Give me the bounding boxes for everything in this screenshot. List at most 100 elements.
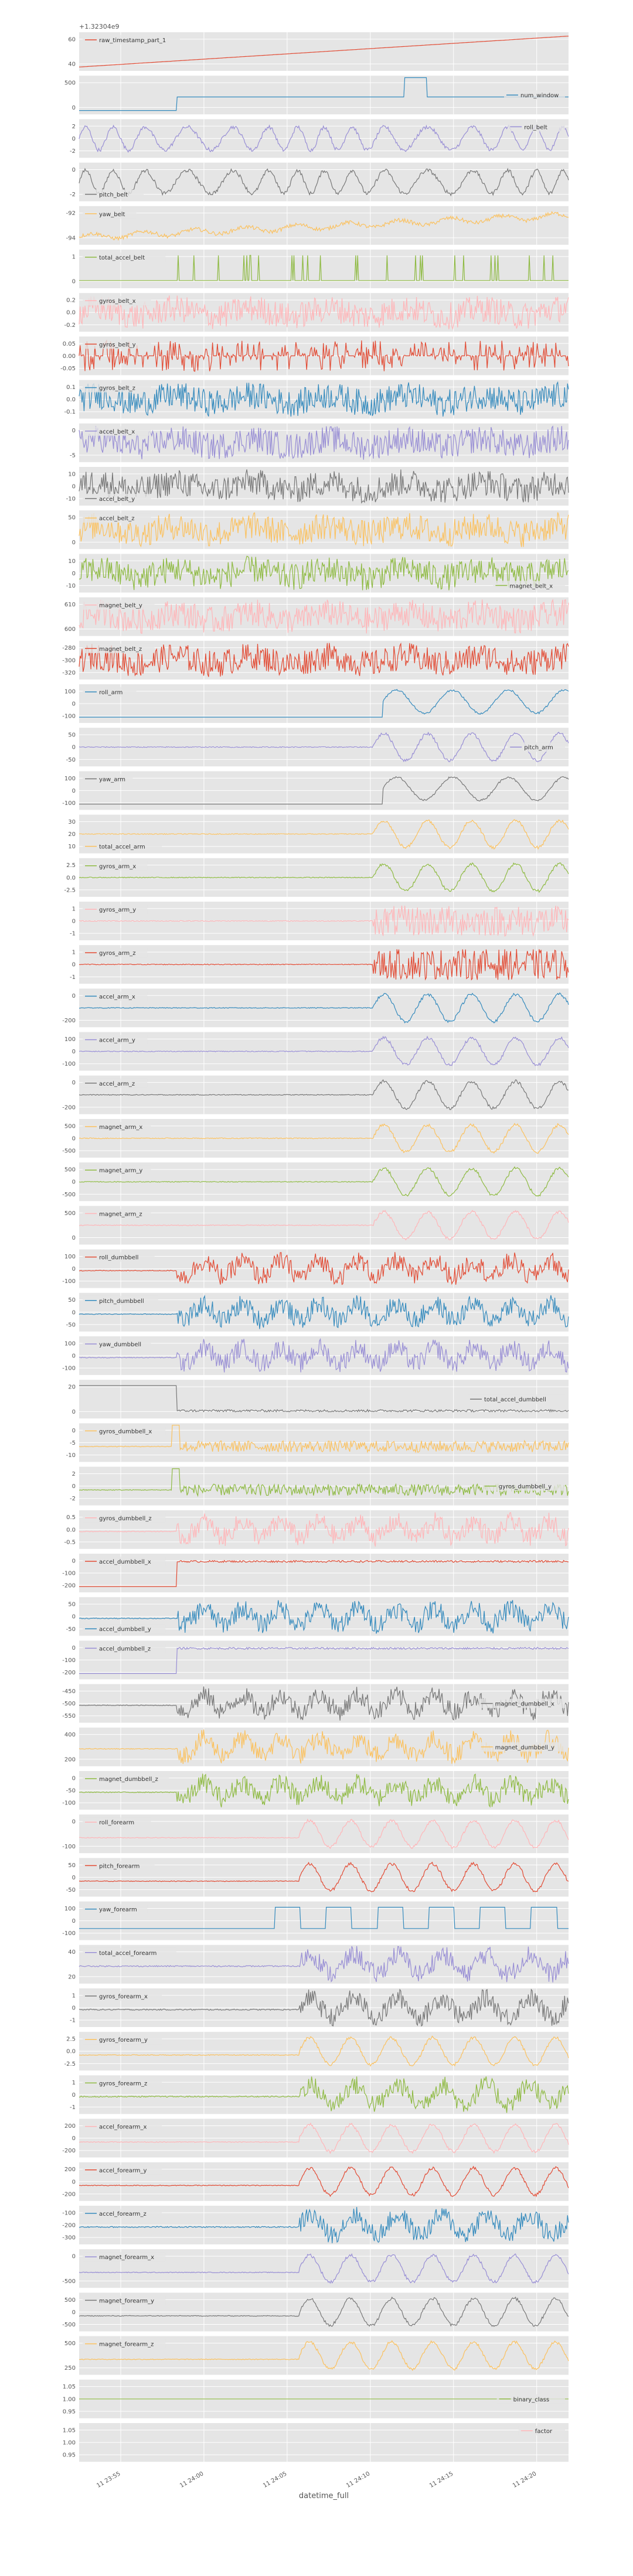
legend-box <box>83 2209 162 2218</box>
series-line <box>79 862 569 893</box>
y-tick-label: 40 <box>68 62 76 68</box>
legend-box <box>83 991 148 1001</box>
legend-label: factor <box>535 2428 553 2435</box>
panel-magnet_forearm_z: 500 250 magnet_forearm_z <box>64 2336 569 2375</box>
legend-label: raw_timestamp_part_1 <box>99 37 166 44</box>
legend: total_accel_arm <box>83 841 162 851</box>
legend: magnet_dumbbell_z <box>83 1774 169 1783</box>
y-tick-label: 0.00 <box>63 353 76 360</box>
y-tick-label: 1 <box>72 1992 76 1999</box>
legend: gyros_belt_z <box>83 383 151 393</box>
legend: magnet_arm_y <box>83 1165 151 1175</box>
panel-gyros_belt_x: 0.2 0.0 -0.2 gyros_belt_x <box>64 293 569 332</box>
legend-box <box>83 296 151 306</box>
legend: magnet_forearm_x <box>83 2252 166 2262</box>
legend-box <box>508 122 565 132</box>
legend-label: accel_arm_y <box>99 1038 135 1044</box>
legend-label: total_accel_belt <box>99 255 145 261</box>
panel-gyros_belt_y: 0.05 0.00 -0.05 gyros_belt_y <box>60 336 569 376</box>
legend-box <box>83 1947 176 1957</box>
legend: yaw_arm <box>83 774 133 784</box>
series-line <box>79 1861 569 1892</box>
panel-accel_arm_z: 0 -200 accel_arm_z <box>62 1075 569 1114</box>
y-tick-label: 100 <box>64 688 76 695</box>
y-tick-label: 0.95 <box>63 2408 76 2415</box>
legend-label: accel_belt_z <box>99 516 135 522</box>
series-line <box>79 2207 569 2244</box>
panel-pitch_arm: 50 0 -50 pitch_arm <box>66 728 569 767</box>
y-tick-label: 0 <box>72 962 76 968</box>
y-tick-label: -200 <box>62 2223 76 2229</box>
panel-gyros_dumbbell_y: 2 0 -2 gyros_dumbbell_y <box>70 1466 569 1506</box>
legend-box <box>83 2165 162 2175</box>
legend-box <box>83 189 144 199</box>
y-tick-label: 0.1 <box>66 384 76 391</box>
y-tick-label: 50 <box>68 1602 76 1608</box>
y-tick-label: 0 <box>72 1645 76 1652</box>
series-line <box>79 1906 569 1929</box>
panel-total_accel_arm: 30 20 10 total_accel_arm <box>68 814 569 854</box>
panel-magnet_dumbbell_x: -450 -500 -550 magnet_dumbbell_x <box>62 1684 569 1723</box>
series-line <box>79 124 569 153</box>
y-tick-label: -0.5 <box>64 1539 76 1545</box>
legend-box <box>83 1861 155 1871</box>
y-tick-label: 0.05 <box>63 341 76 347</box>
y-tick-label: 0 <box>72 1235 76 1241</box>
legend-box <box>496 2394 565 2404</box>
legend: yaw_dumbbell <box>83 1339 151 1349</box>
legend-label: accel_belt_y <box>99 496 135 503</box>
series-line <box>79 1468 569 1497</box>
legend-box <box>83 1122 151 1131</box>
y-tick-label: 600 <box>64 626 76 633</box>
panel-background <box>79 162 569 202</box>
y-tick-label: -500 <box>62 2322 76 2328</box>
y-tick-label: -100 <box>62 800 76 807</box>
y-tick-label: 0 <box>72 484 76 490</box>
y-tick-label: 1.00 <box>63 2440 76 2447</box>
y-tick-label: -0.05 <box>60 366 76 372</box>
panel-magnet_arm_x: 500 0 -500 magnet_arm_x <box>62 1119 569 1158</box>
legend: total_accel_dumbbell <box>468 1394 565 1404</box>
legend-box <box>83 1252 155 1262</box>
series-line <box>79 1385 569 1413</box>
legend-label: pitch_forearm <box>99 1863 139 1869</box>
y-tick-label: -200 <box>62 1018 76 1024</box>
panel-binary_class: 1.05 1.00 0.95 binary_class <box>63 2379 569 2418</box>
series-line <box>79 1252 569 1285</box>
legend: accel_forearm_z <box>83 2209 162 2218</box>
y-tick-label: 0.0 <box>66 310 76 316</box>
legend-label: magnet_belt_z <box>99 646 142 653</box>
legend: magnet_belt_z <box>83 643 155 653</box>
legend: accel_dumbbell_z <box>83 1643 166 1653</box>
y-tick-label: -320 <box>62 670 76 676</box>
series-line <box>79 905 569 937</box>
y-tick-label: 100 <box>64 1340 76 1347</box>
series-line <box>79 1295 569 1329</box>
panel-raw_timestamp_part_1: 60 40 raw_timestamp_part_1 <box>68 32 569 71</box>
panel-magnet_belt_x: 10 0 -10 magnet_belt_x <box>66 554 569 593</box>
legend-box <box>83 1991 162 2001</box>
y-tick-label: 100 <box>64 1254 76 1260</box>
y-tick-label: -50 <box>66 1887 76 1893</box>
series-line <box>79 339 569 372</box>
y-tick-label: -100 <box>62 1061 76 1067</box>
y-tick-label: 0.2 <box>66 298 76 304</box>
legend-label: pitch_dumbbell <box>99 1298 144 1305</box>
y-tick-label: 400 <box>64 1732 76 1738</box>
y-tick-label: -100 <box>62 1844 76 1850</box>
legend: raw_timestamp_part_1 <box>83 35 180 45</box>
panel-gyros_arm_z: 1 0 -1 gyros_arm_z <box>70 945 569 984</box>
series-line <box>79 168 569 197</box>
y-tick-label: -10 <box>66 1452 76 1459</box>
panel-accel_arm_x: 0 -200 accel_arm_x <box>62 988 569 1028</box>
y-tick-label: 0.0 <box>66 397 76 403</box>
y-tick-label: 0 <box>72 571 76 577</box>
legend-label: accel_arm_x <box>99 994 135 1000</box>
y-tick-label: 0.95 <box>63 2452 76 2459</box>
legend-label: total_accel_dumbbell <box>484 1397 546 1403</box>
legend: accel_arm_y <box>83 1035 148 1045</box>
x-tick-label: 11 24:05 <box>262 2471 288 2489</box>
legend-label: accel_dumbbell_z <box>99 1646 151 1652</box>
y-tick-label: 1 <box>72 906 76 912</box>
